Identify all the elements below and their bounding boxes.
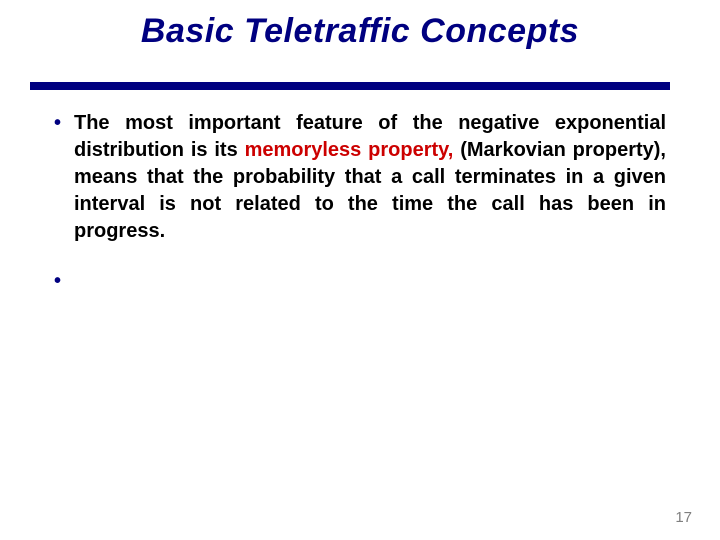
bullet-list-2: • [54,268,666,295]
bullet-text: The most important feature of the negati… [74,110,666,245]
bullet-text-highlight: memoryless property, [245,139,454,161]
bullet-list: • The most important feature of the nega… [54,110,666,245]
page-number: 17 [675,509,692,526]
title-underline [30,82,670,90]
bullet-item: • The most important feature of the nega… [54,110,666,245]
bullet-item: • [54,268,666,295]
slide-title: Basic Teletraffic Concepts [0,12,720,51]
slide: Basic Teletraffic Concepts • The most im… [0,0,720,540]
bullet-marker: • [54,268,74,295]
bullet-marker: • [54,110,74,137]
